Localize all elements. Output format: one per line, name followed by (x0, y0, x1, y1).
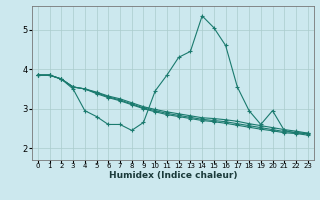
X-axis label: Humidex (Indice chaleur): Humidex (Indice chaleur) (108, 171, 237, 180)
